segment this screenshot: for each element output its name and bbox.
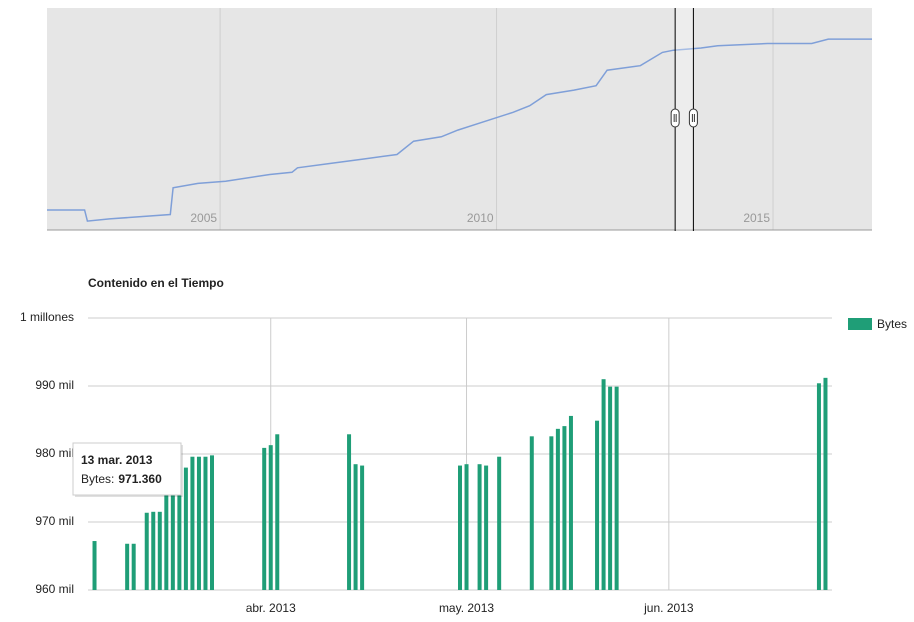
bar[interactable]	[183, 467, 188, 590]
bar[interactable]	[210, 455, 214, 590]
tooltip-value: Bytes: 971.360	[81, 472, 162, 486]
range-navigator: 2005 2010 2015	[47, 8, 872, 231]
range-selection	[675, 8, 694, 230]
tooltip-number: 971.360	[118, 472, 162, 486]
navigator-background	[47, 8, 872, 230]
bar[interactable]	[131, 543, 136, 590]
bar[interactable]	[529, 436, 534, 590]
legend-label: Bytes	[877, 317, 907, 331]
bar[interactable]	[275, 434, 280, 590]
bar[interactable]	[353, 464, 358, 590]
bar[interactable]	[608, 386, 613, 590]
y-tick-label: 990 mil	[35, 378, 74, 392]
y-tick-label: 980 mil	[35, 446, 74, 460]
bar[interactable]	[477, 464, 482, 590]
bar[interactable]	[464, 464, 469, 590]
x-tick-label: 2005	[190, 211, 217, 225]
bar[interactable]	[601, 379, 606, 590]
bar[interactable]	[360, 465, 365, 590]
y-tick-label: 960 mil	[35, 582, 74, 596]
x-tick-label: abr. 2013	[246, 601, 296, 615]
bar[interactable]	[549, 436, 554, 590]
tooltip-series: Bytes:	[81, 472, 114, 486]
chart-title: Contenido en el Tiempo	[88, 276, 224, 290]
bar[interactable]	[151, 511, 156, 590]
bar[interactable]	[190, 456, 195, 590]
bar[interactable]	[458, 465, 462, 590]
bar[interactable]	[484, 465, 489, 590]
y-tick-label: 1 millones	[20, 310, 74, 324]
range-handle[interactable]	[670, 108, 680, 128]
tooltip-date: 13 mar. 2013	[81, 453, 153, 467]
bar[interactable]	[595, 420, 600, 590]
bar[interactable]	[164, 494, 169, 590]
range-handle[interactable]	[688, 108, 698, 128]
y-tick-label: 970 mil	[35, 514, 74, 528]
x-tick-label: jun. 2013	[643, 601, 694, 615]
bar[interactable]	[555, 428, 560, 590]
bar[interactable]	[177, 474, 182, 590]
x-tick-label: may. 2013	[439, 601, 494, 615]
bar[interactable]	[347, 434, 352, 590]
bar[interactable]	[268, 445, 273, 590]
bar[interactable]	[562, 426, 567, 590]
bar[interactable]	[196, 456, 201, 590]
bar[interactable]	[497, 456, 502, 590]
navigator-line	[47, 38, 872, 222]
tooltip: 13 mar. 2013 Bytes: 971.360	[72, 442, 183, 497]
bar[interactable]	[170, 481, 175, 590]
legend-swatch	[848, 318, 872, 330]
x-tick-label: 2015	[743, 211, 770, 225]
bar[interactable]	[816, 383, 821, 590]
bar[interactable]	[568, 415, 573, 590]
bar[interactable]	[614, 386, 619, 590]
bar[interactable]	[144, 512, 149, 590]
bar[interactable]	[92, 541, 97, 590]
bar[interactable]	[125, 543, 130, 590]
bar[interactable]	[157, 511, 162, 590]
x-tick-label: 2010	[467, 211, 494, 225]
bar[interactable]	[203, 456, 208, 590]
tooltip-box	[72, 442, 182, 496]
main-chart: Contenido en el Tiempo 960 mil 970 mil 980 …	[20, 276, 907, 615]
bar[interactable]	[823, 377, 828, 590]
bar[interactable]	[262, 447, 267, 590]
